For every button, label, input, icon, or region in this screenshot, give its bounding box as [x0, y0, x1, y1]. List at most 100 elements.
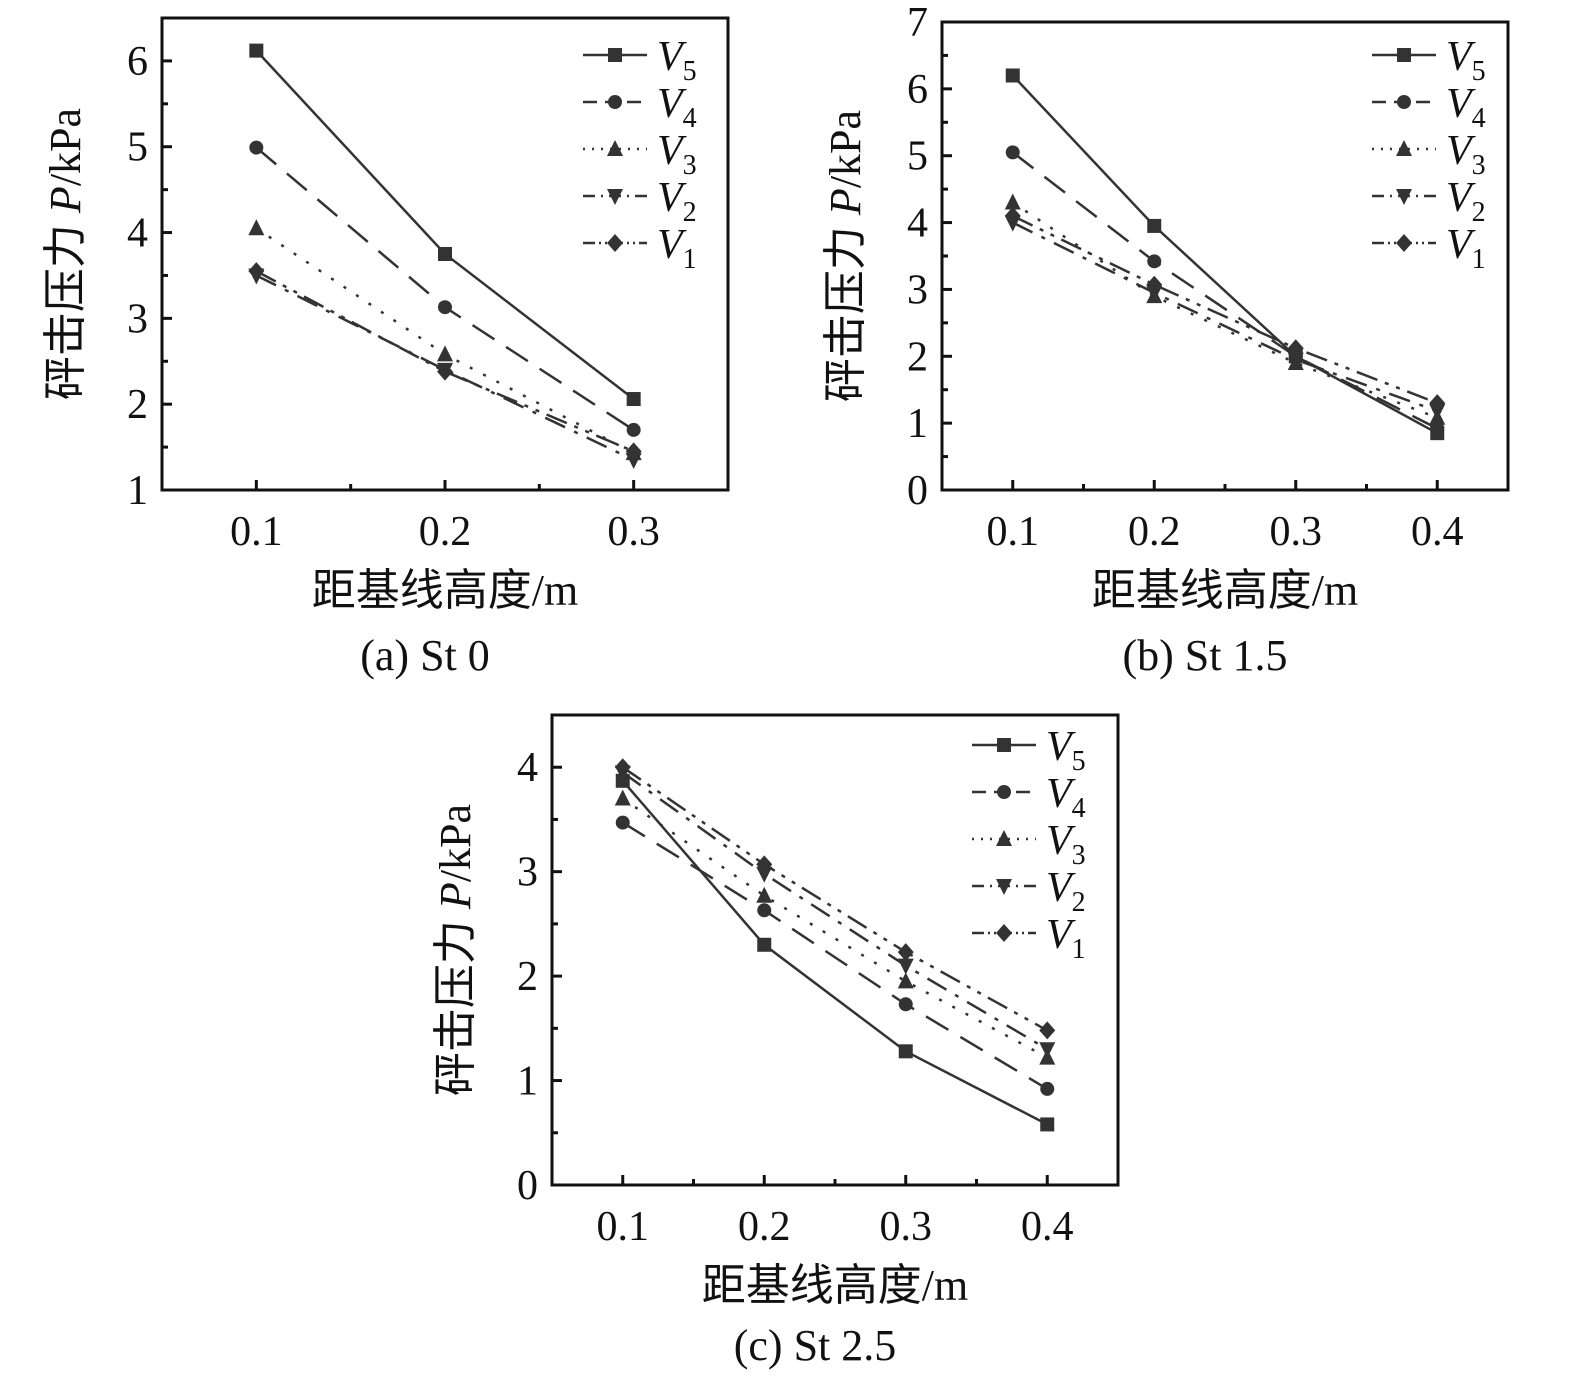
legend-label-subscript: 3 [1072, 840, 1086, 871]
series-line-v4 [622, 821, 1048, 1090]
data-point-v1 [897, 943, 914, 962]
y-tick-label: 3 [127, 296, 148, 342]
y-axis-title: 砰击压力 P/kPa [821, 110, 870, 402]
data-point-v4 [626, 422, 641, 437]
y-axis-title-unit: /kPa [431, 804, 480, 882]
legend-label-subscript: 4 [1072, 793, 1086, 824]
y-tick-label: 3 [907, 267, 928, 313]
data-point-v4 [1430, 421, 1445, 436]
data-point-v5 [626, 392, 641, 407]
data-point-v5 [1005, 68, 1020, 83]
y-tick-label: 5 [127, 125, 148, 171]
legend-marker [1397, 48, 1411, 62]
data-point-v4 [1005, 145, 1020, 160]
legend-label-name: V [1446, 81, 1476, 127]
y-tick-label: 1 [127, 468, 148, 514]
legend-label: V4 [1046, 771, 1086, 824]
legend-marker [996, 830, 1012, 846]
y-axis-title-label: 砰击压力 [431, 909, 480, 1096]
panel-caption: (c) St 2.5 [734, 1321, 897, 1370]
legend-label-subscript: 1 [1472, 244, 1486, 275]
legend-label-subscript: 2 [683, 197, 697, 228]
data-point-v2 [1039, 1042, 1056, 1059]
x-tick-label: 0.3 [607, 509, 660, 555]
legend-label: V1 [657, 222, 697, 275]
panel-caption: (a) St 0 [360, 631, 490, 680]
legend-label: V5 [657, 34, 697, 87]
legend-marker [1396, 189, 1412, 205]
legend-label-name: V [657, 128, 687, 174]
legend-label-subscript: 1 [1072, 934, 1086, 965]
x-axis-title: 距基线高度/m [702, 1261, 968, 1310]
legend-label-name: V [1446, 222, 1476, 268]
data-point-v1 [1287, 339, 1304, 358]
data-point-v4 [1147, 254, 1162, 269]
x-axis-title: 距基线高度/m [312, 566, 578, 615]
legend-label: V3 [657, 128, 697, 181]
data-point-v3 [756, 886, 773, 903]
chart-panel-c: 0 1 2 3 4 0.1 0.2 0.3 0.4 距基线高度/m 砰击压力 P/kPa (c) St… [431, 713, 1120, 1370]
legend-marker [607, 140, 623, 156]
data-point-v2 [1287, 352, 1304, 369]
y-tick-label: 6 [907, 67, 928, 113]
legend-label-subscript: 3 [683, 150, 697, 181]
data-point-v5 [1040, 1117, 1055, 1132]
legend-label-subscript: 4 [683, 103, 697, 134]
chart-panel-a: 1 2 3 4 5 6 0.1 0.2 0.3 距基线高度/m 砰击压力 P/kPa (a) St 0… [41, 16, 730, 680]
legend-label: V5 [1046, 724, 1086, 777]
x-tick-label: 0.4 [1021, 1204, 1074, 1250]
data-point-v2 [1429, 404, 1446, 421]
legend-marker [997, 785, 1011, 799]
legend-label-name: V [1446, 34, 1476, 80]
legend-label: V5 [1446, 34, 1486, 87]
legend-label: V2 [657, 175, 697, 228]
data-point-v4 [757, 903, 772, 918]
series-line-v2 [622, 771, 1048, 1051]
y-tick-label: 0 [517, 1163, 538, 1209]
data-point-v1 [625, 442, 642, 461]
data-point-v1 [756, 855, 773, 874]
legend-label-name: V [657, 175, 687, 221]
data-point-v2 [756, 866, 773, 883]
x-tick-label: 0.2 [419, 509, 472, 555]
data-point-v2 [1146, 285, 1163, 302]
legend-label-name: V [1446, 175, 1476, 221]
legend-label: V4 [657, 81, 697, 134]
data-point-v1 [1146, 275, 1163, 294]
chart-panel-b: 0 1 2 3 4 5 6 7 0.1 0.2 0.3 0.4 距基线高度/m 砰击压力 P/kPa (b)… [821, 0, 1510, 680]
y-axis-title-variable: P [41, 186, 90, 214]
legend-label: V4 [1446, 81, 1486, 134]
data-point-v5 [438, 247, 452, 261]
series-line-v1 [1012, 214, 1438, 405]
legend-label-name: V [1046, 771, 1076, 817]
data-point-v1 [1429, 394, 1446, 413]
y-tick-label: 4 [127, 211, 148, 257]
legend-label-name: V [657, 34, 687, 80]
x-tick-label: 0.1 [230, 509, 283, 555]
y-tick-label: 2 [517, 954, 538, 1000]
x-tick-label: 0.3 [1270, 509, 1323, 555]
y-axis-title-unit: /kPa [821, 110, 870, 188]
legend-label: V1 [1046, 912, 1086, 965]
x-tick-label: 0.2 [738, 1204, 791, 1250]
legend-label-subscript: 2 [1072, 887, 1086, 918]
series-line-v5 [1011, 74, 1438, 435]
data-point-v1 [1004, 206, 1021, 225]
data-point-v2 [625, 452, 642, 469]
legend-marker [607, 189, 623, 205]
y-tick-label: 2 [127, 382, 148, 428]
data-point-v1 [248, 262, 265, 281]
legend-label-subscript: 4 [1472, 103, 1486, 134]
data-point-v3 [897, 972, 914, 989]
legend-label: V2 [1446, 175, 1486, 228]
legend-label: V2 [1046, 865, 1086, 918]
legend-marker [1397, 95, 1411, 109]
y-axis-title: 砰击压力 P/kPa [431, 804, 480, 1096]
legend-label-name: V [657, 222, 687, 268]
legend-label-name: V [1046, 865, 1076, 911]
data-point-v4 [249, 140, 264, 155]
legend-marker [997, 738, 1011, 752]
y-tick-label: 5 [907, 134, 928, 180]
legend-label-name: V [1046, 818, 1076, 864]
data-point-v2 [897, 958, 914, 975]
